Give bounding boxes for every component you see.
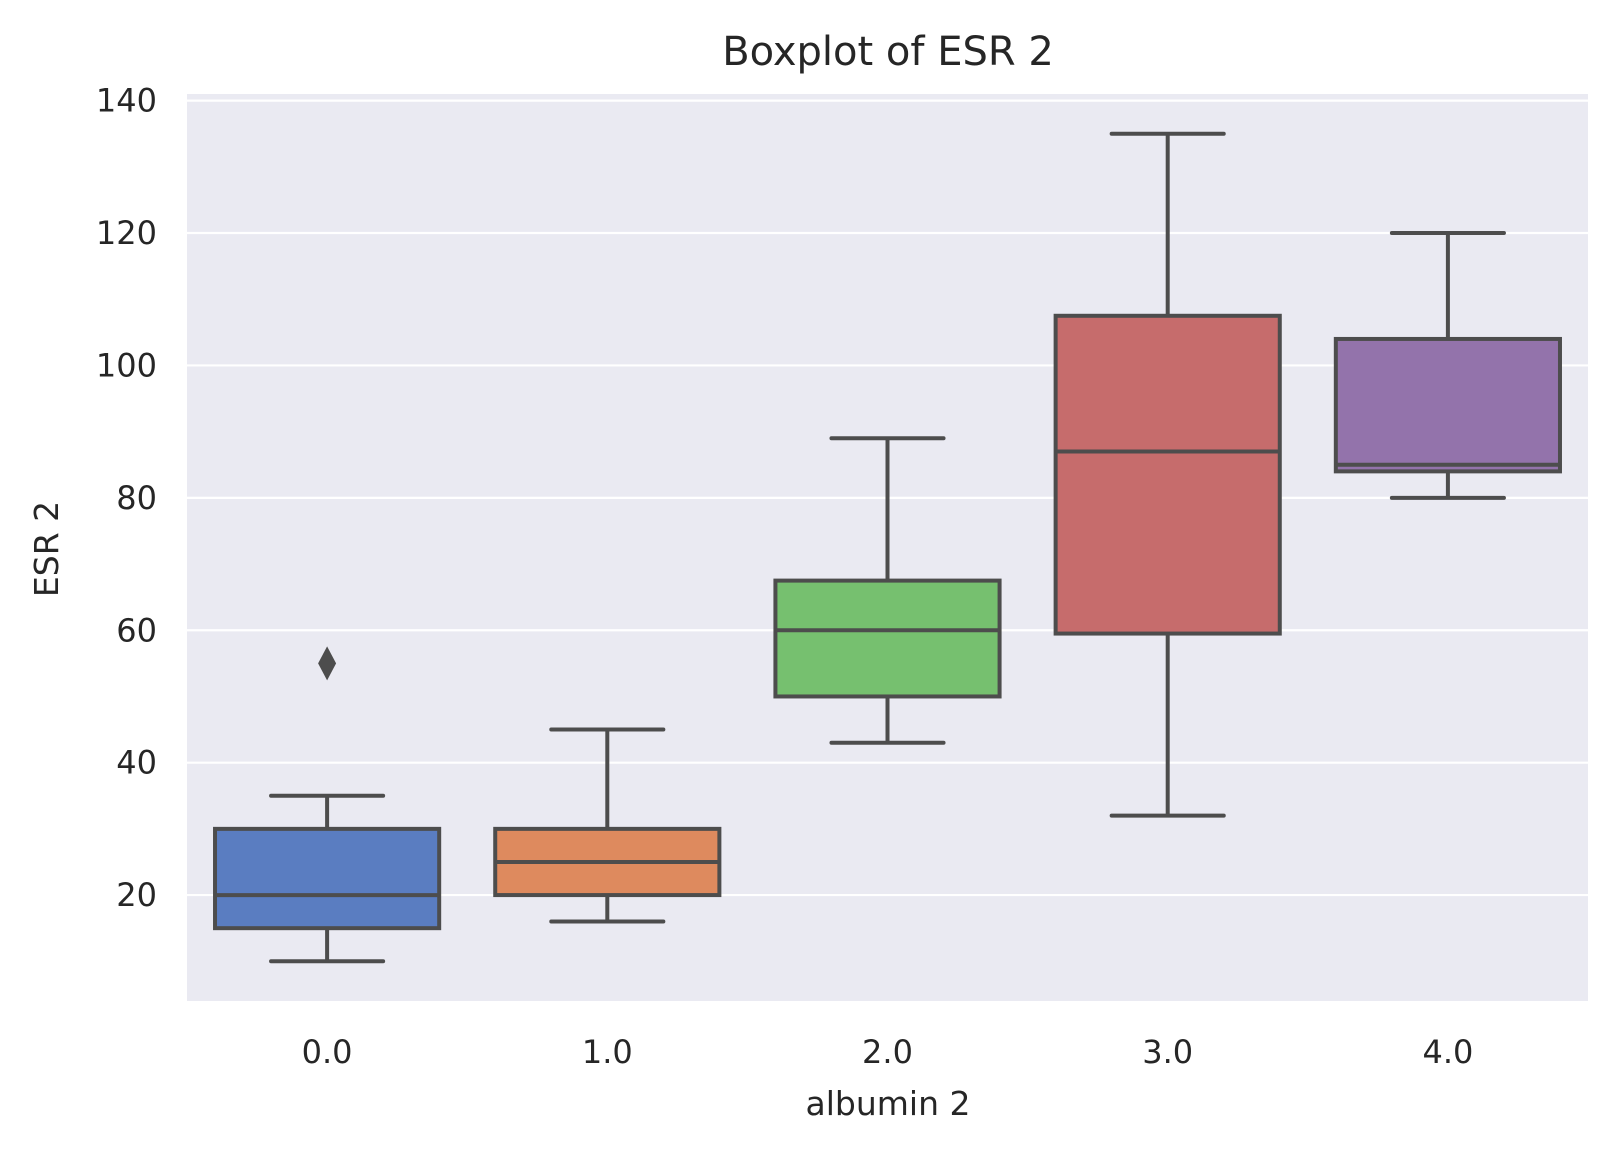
box-iqr [773,578,1002,699]
chart-title: Boxplot of ESR 2 [722,29,1054,75]
y-tick-label: 120 [96,214,157,252]
y-tick-label: 60 [116,611,157,649]
x-tick-label: 2.0 [862,1033,913,1071]
y-tick-labels: 20 40 60 80 100 120 140 [96,82,157,914]
box-group [1333,231,1562,500]
x-tick-labels: 0.0 1.0 2.0 3.0 4.0 [302,1033,1474,1071]
y-tick-label: 20 [116,876,157,914]
y-axis-label: ESR 2 [27,501,66,597]
box-iqr [213,826,442,931]
box-iqr [1333,336,1562,474]
box-group [1053,131,1282,818]
outlier-point [318,646,337,681]
box-group [773,436,1002,745]
x-tick-label: 0.0 [302,1033,353,1071]
y-tick-label: 40 [116,744,157,782]
x-axis-label: albumin 2 [806,1084,971,1123]
x-tick-label: 3.0 [1142,1033,1193,1071]
x-tick-label: 4.0 [1422,1033,1473,1071]
y-tick-label: 100 [96,346,157,384]
box-group [213,646,442,964]
box-iqr [1053,313,1282,636]
box-group [493,727,722,924]
x-tick-label: 1.0 [582,1033,633,1071]
boxes [213,131,1562,964]
y-tick-label: 80 [116,479,157,517]
y-tick-label: 140 [96,82,157,120]
